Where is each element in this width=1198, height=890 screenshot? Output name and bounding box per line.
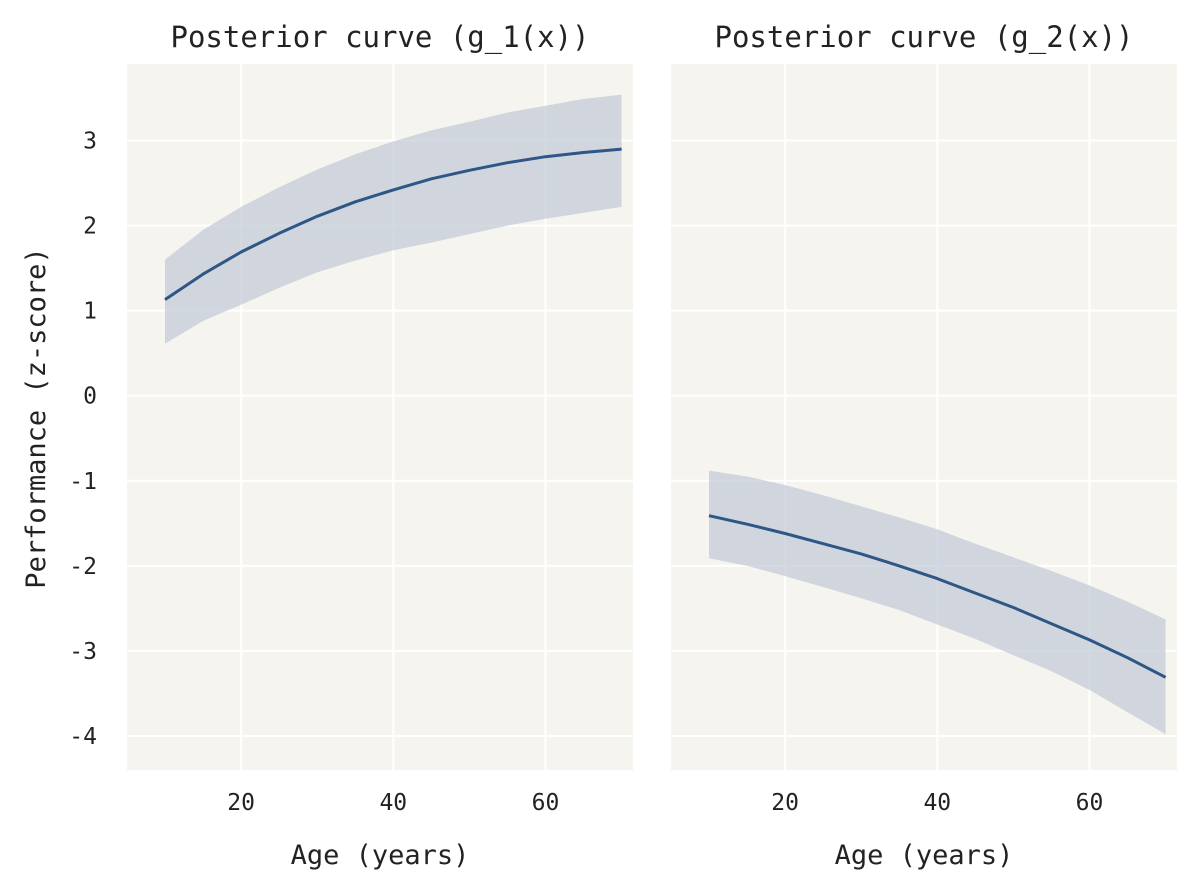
credible-band-g2 xyxy=(709,470,1166,735)
x-axis-label-g1: Age (years) xyxy=(291,840,470,871)
y-tick-label: -1 xyxy=(69,469,97,495)
y-tick-label: 1 xyxy=(83,299,97,325)
x-tick-label: 20 xyxy=(771,790,799,816)
x-axis-label-g2: Age (years) xyxy=(835,840,1014,871)
y-tick-label: -4 xyxy=(69,724,97,750)
y-tick-label: 3 xyxy=(83,129,97,155)
credible-band-g1 xyxy=(165,94,622,344)
x-tick-label: 60 xyxy=(1076,790,1104,816)
y-tick-label: -3 xyxy=(69,639,97,665)
y-tick-label: 0 xyxy=(83,384,97,410)
panel-g2: 20 40 60 Posterior curve (g_2(x)) Age (yea… xyxy=(671,20,1177,871)
panel-g1: 20 40 60 -4 -3 -2 -1 0 1 2 3 Posterior curve (g_1(… xyxy=(69,20,633,871)
figure-y-axis-label: Performance (z-score) xyxy=(21,247,52,588)
posterior-mean-line-g2 xyxy=(708,514,1167,679)
x-tick-label: 60 xyxy=(532,790,560,816)
x-tick-label: 40 xyxy=(379,790,407,816)
panel-title-g2: Posterior curve (g_2(x)) xyxy=(714,20,1133,55)
posterior-mean-line-g1 xyxy=(164,147,622,301)
ticks-g1: 20 40 60 -4 -3 -2 -1 0 1 2 3 xyxy=(69,129,559,816)
y-tick-label: 2 xyxy=(83,214,97,240)
x-tick-label: 40 xyxy=(923,790,951,816)
y-tick-label: -2 xyxy=(69,554,97,580)
ticks-g2: 20 40 60 xyxy=(771,790,1103,816)
x-tick-label: 20 xyxy=(227,790,255,816)
panel-title-g1: Posterior curve (g_1(x)) xyxy=(170,20,589,55)
